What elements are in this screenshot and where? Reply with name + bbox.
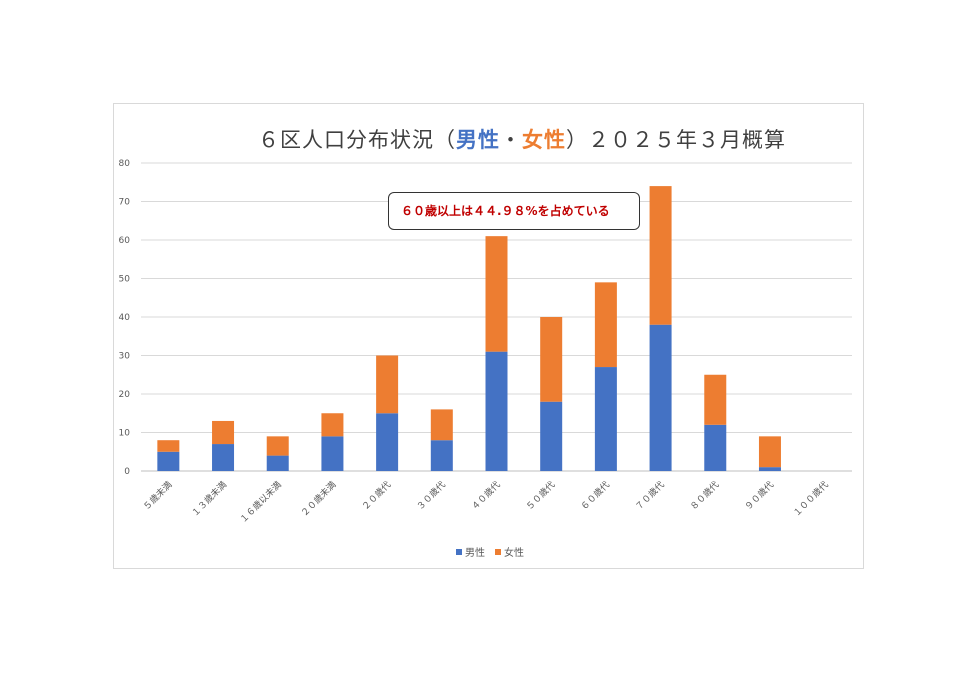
bar-male bbox=[266, 455, 289, 471]
bar-male bbox=[157, 451, 180, 471]
legend-swatch-female bbox=[495, 548, 501, 555]
bar-male bbox=[212, 444, 235, 471]
bar-female bbox=[540, 317, 563, 402]
bar-female bbox=[321, 413, 344, 437]
bar-female bbox=[212, 420, 235, 445]
y-tick-label: 30 bbox=[119, 352, 131, 362]
y-tick-label: 50 bbox=[119, 275, 131, 285]
x-tick-label: ２０歳未満 bbox=[298, 479, 338, 519]
x-tick-label: ７０歳代 bbox=[633, 479, 667, 513]
bar-female bbox=[157, 440, 180, 452]
bar-female bbox=[758, 436, 781, 468]
title-male: 男性 bbox=[456, 128, 500, 152]
bar-female bbox=[704, 374, 727, 425]
y-tick-label: 0 bbox=[124, 467, 130, 477]
chart-title: ６区人口分布状況（男性・女性）２０２５年３月概算 bbox=[258, 124, 786, 154]
legend-label-female: 女性 bbox=[504, 548, 524, 559]
y-tick-label: 40 bbox=[119, 313, 131, 323]
bar-male bbox=[704, 424, 727, 471]
bar-male bbox=[321, 436, 344, 471]
bar-male bbox=[376, 413, 399, 471]
title-suffix: ）２０２５年３月概算 bbox=[566, 128, 786, 152]
bar-female bbox=[594, 282, 617, 368]
legend-label-male: 男性 bbox=[465, 548, 485, 559]
bar-female bbox=[430, 409, 453, 441]
y-tick-label: 20 bbox=[119, 390, 131, 400]
x-tick-label: ４０歳代 bbox=[469, 479, 503, 513]
x-tick-label: ９０歳代 bbox=[742, 479, 776, 513]
title-separator: ・ bbox=[500, 128, 522, 152]
x-tick-label: ８０歳代 bbox=[687, 479, 721, 513]
x-tick-label: １３歳未満 bbox=[189, 479, 229, 519]
title-female: 女性 bbox=[522, 128, 566, 152]
annotation-callout: ６０歳以上は４４.９８%を占めている bbox=[388, 192, 640, 230]
title-prefix: ６区人口分布状況（ bbox=[258, 128, 456, 152]
y-tick-label: 70 bbox=[119, 198, 131, 208]
bar-male bbox=[594, 367, 617, 471]
bar-male bbox=[430, 440, 453, 471]
bar-female bbox=[485, 236, 508, 352]
x-tick-label: ６０歳代 bbox=[578, 479, 612, 513]
bar-female bbox=[266, 436, 289, 456]
legend-swatch-male bbox=[456, 548, 462, 555]
bar-female bbox=[649, 186, 672, 325]
legend-item-male: 男性 bbox=[456, 544, 485, 559]
bar-male bbox=[540, 401, 563, 471]
x-tick-label: １００歳代 bbox=[790, 479, 830, 519]
legend-item-female: 女性 bbox=[495, 544, 524, 559]
x-tick-label: ５０歳代 bbox=[523, 479, 557, 513]
x-tick-label: ３０歳代 bbox=[414, 479, 448, 513]
x-tick-label: ５歳未満 bbox=[141, 479, 175, 513]
legend: 男性 女性 bbox=[456, 544, 524, 559]
bar-male bbox=[485, 351, 508, 471]
y-tick-label: 60 bbox=[119, 236, 131, 246]
x-tick-label: ２０歳代 bbox=[359, 479, 393, 513]
bar-male bbox=[649, 324, 672, 471]
x-tick-label: １６歳以未満 bbox=[237, 479, 284, 526]
bar-male bbox=[758, 467, 781, 471]
y-tick-label: 80 bbox=[119, 159, 131, 169]
bar-female bbox=[376, 355, 399, 414]
y-tick-label: 10 bbox=[119, 429, 131, 439]
